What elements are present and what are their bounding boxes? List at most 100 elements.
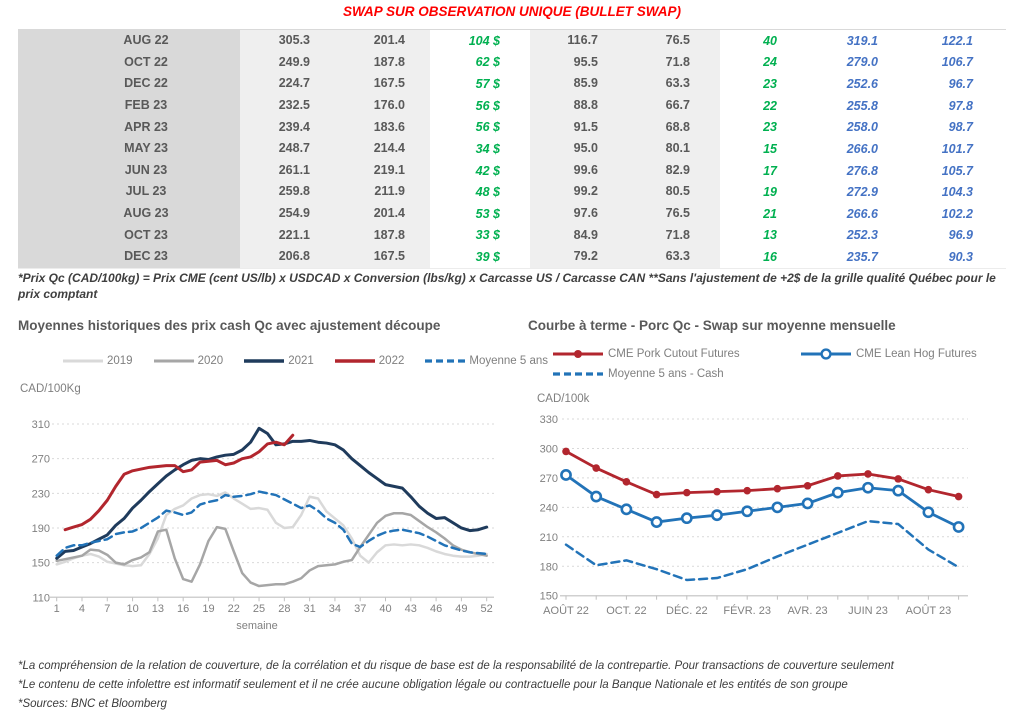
data-point-marker [620, 503, 633, 516]
data-point-marker [922, 506, 935, 519]
value-cell: 248.7 [240, 138, 330, 160]
data-point-marker [650, 516, 663, 528]
table-row: FEB 23 232.5 176.0 56 $ 88.8 66.7 22 255.8 97.8 [18, 94, 1006, 117]
data-point-marker [683, 488, 691, 497]
data-point-marker [894, 475, 902, 483]
value-cell: 82.9 [610, 159, 720, 182]
value-cell: 53 $ [475, 206, 500, 221]
legend-item-lean-hog: CME Lean Hog Futures [800, 348, 977, 360]
x-axis-tick-label: 52 [481, 603, 493, 615]
value-cell: 57 $ [475, 77, 500, 92]
y-axis-tick-label: 210 [540, 532, 558, 544]
x-axis-tick-label: JUIN 23 [848, 605, 888, 617]
x-axis-tick-label: 31 [304, 603, 316, 615]
legend-label: Moyenne 5 ans [469, 355, 549, 367]
table-row: MAY 23 248.7 214.4 34 $ 95.0 80.1 15 266.0 101.7 [18, 138, 1006, 160]
series-line [55, 490, 488, 557]
value-cell: 319.1 [846, 33, 878, 48]
x-axis-tick-label: 22 [228, 603, 240, 615]
line-2022-swatch [334, 359, 375, 363]
table-row: APR 23 239.4 183.6 56 $ 91.5 68.8 23 258.0 98.7 [18, 116, 1006, 139]
value-cell: 48 $ [475, 185, 500, 200]
value-cell: 261.1 [240, 159, 330, 182]
month-cell: OCT 23 [18, 224, 240, 247]
legend-label: CME Lean Hog Futures [856, 348, 977, 360]
value-cell: 19 [763, 185, 777, 200]
x-axis-tick-label: 28 [278, 603, 290, 615]
value-cell: 258.0 [846, 120, 878, 135]
data-point-marker [741, 505, 754, 518]
y-axis-tick-label: 270 [540, 473, 558, 485]
series-line [63, 433, 295, 532]
value-cell: 88.8 [530, 94, 610, 117]
value-cell: 90.3 [948, 250, 973, 265]
data-point-marker [801, 497, 814, 510]
y-axis-tick-label: 300 [540, 443, 558, 455]
table-row: DEC 23 206.8 167.5 39 $ 79.2 63.3 16 235.7 90.3 [18, 246, 1006, 268]
legend-label: CME Pork Cutout Futures [608, 348, 740, 360]
lean-hog-line-swatch [801, 348, 851, 360]
value-cell: 24 [763, 55, 777, 70]
month-cell: DEC 23 [18, 246, 240, 268]
x-axis-tick-label: 19 [202, 603, 214, 615]
data-point-marker [834, 472, 842, 480]
value-cell: 22 [763, 98, 777, 113]
historical-chart-title: Moyennes historiques des prix cash Qc av… [18, 318, 441, 333]
value-cell: 68.8 [610, 116, 720, 139]
y-axis-tick-label: 110 [32, 592, 50, 604]
x-axis-tick-label: 34 [329, 603, 341, 615]
value-cell: 221.1 [240, 224, 330, 247]
value-cell: 167.5 [330, 73, 430, 95]
month-cell: JUL 23 [18, 181, 240, 204]
right-chart-y-unit: CAD/100k [537, 393, 590, 405]
x-axis-tick-label: DÉC. 22 [666, 604, 708, 617]
value-cell: 276.8 [846, 163, 878, 178]
value-cell: 201.4 [330, 30, 430, 52]
data-point-marker [803, 481, 812, 490]
legend-item-2019: 2019 [62, 355, 133, 367]
value-cell: 201.4 [330, 203, 430, 225]
value-cell: 21 [763, 206, 777, 221]
legend-label: 2020 [197, 355, 224, 367]
value-cell: 84.9 [530, 224, 610, 247]
y-axis-tick-label: 270 [32, 454, 50, 466]
value-cell: 116.7 [530, 30, 610, 52]
legend-item-moyenne-5-ans-cash: Moyenne 5 ans - Cash [552, 368, 724, 380]
y-axis-tick-label: 190 [32, 523, 50, 535]
legend-item-2021: 2021 [243, 355, 314, 367]
value-cell: 176.0 [330, 94, 430, 117]
table-row: OCT 23 221.1 187.8 33 $ 84.9 71.8 13 252.3 96.9 [18, 224, 1006, 247]
line-2021-swatch [244, 359, 285, 363]
value-cell: 101.7 [941, 141, 973, 156]
value-cell: 249.9 [240, 51, 330, 74]
dashed-line-swatch [425, 359, 466, 363]
data-point-marker [773, 484, 782, 493]
value-cell: 79.2 [530, 246, 610, 268]
historical-chart-legend: 2019 2020 2021 2022 Moyenne 5 ans [62, 355, 562, 367]
month-cell: MAY 23 [18, 138, 240, 160]
value-cell: 224.7 [240, 73, 330, 95]
sources-line: *Sources: BNC et Bloomberg [18, 698, 167, 710]
x-axis-tick-label: 16 [177, 603, 189, 615]
series-line [55, 426, 489, 560]
x-axis-tick-label: AOÛT 23 [906, 604, 952, 617]
value-cell: 95.5 [530, 51, 610, 74]
value-cell: 252.3 [846, 228, 878, 243]
value-cell: 97.8 [948, 98, 973, 113]
value-cell: 235.7 [846, 250, 878, 265]
y-axis-tick-label: 240 [540, 502, 558, 514]
value-cell: 97.6 [530, 203, 610, 225]
value-cell: 23 [763, 77, 777, 92]
value-cell: 17 [763, 163, 777, 178]
left-chart-y-unit: CAD/100Kg [20, 383, 81, 395]
value-cell: 102.2 [941, 206, 973, 221]
value-cell: 91.5 [530, 116, 610, 139]
y-axis-tick-label: 330 [540, 414, 558, 426]
data-point-marker [864, 470, 872, 478]
value-cell: 106.7 [941, 55, 973, 70]
swap-table: AUG 22 305.3 201.4 104 $116.7 76.5 40 319.1 122… [18, 29, 1006, 269]
value-cell: 66.7 [610, 94, 720, 117]
series-line [55, 491, 488, 568]
line-2020-swatch [153, 359, 194, 363]
series-line [55, 511, 488, 588]
